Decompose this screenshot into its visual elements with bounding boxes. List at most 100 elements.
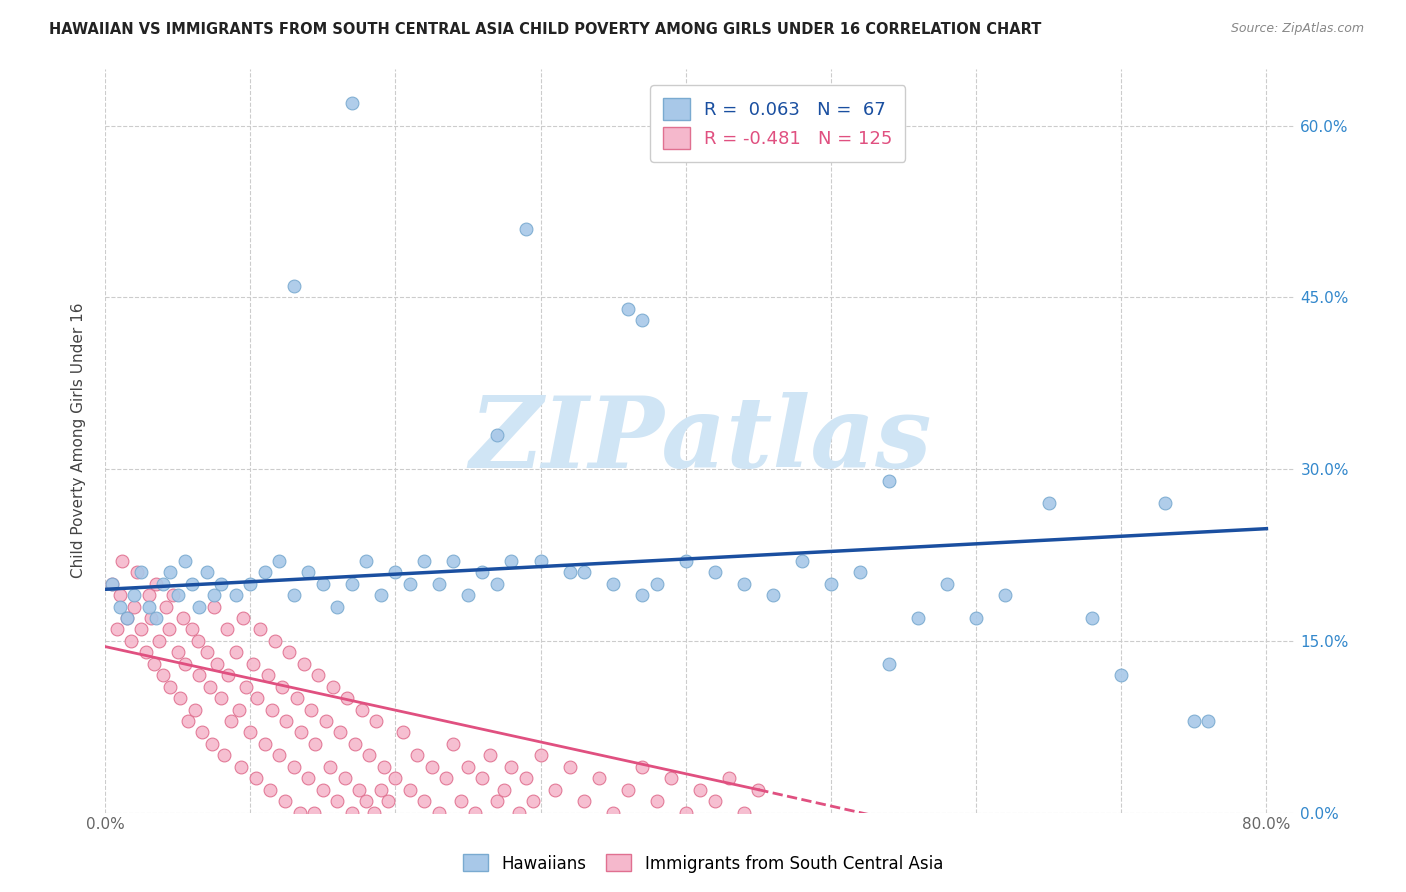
Point	[427, 576, 450, 591]
Point	[363, 805, 385, 820]
Point	[441, 737, 464, 751]
Point	[340, 576, 363, 591]
Point	[329, 725, 352, 739]
Point	[616, 301, 638, 316]
Point	[747, 782, 769, 797]
Point	[399, 782, 422, 797]
Point	[312, 576, 335, 591]
Point	[485, 427, 508, 442]
Point	[631, 313, 654, 327]
Point	[326, 794, 349, 808]
Point	[166, 645, 188, 659]
Point	[602, 576, 624, 591]
Point	[877, 474, 900, 488]
Point	[181, 576, 204, 591]
Point	[188, 599, 211, 614]
Point	[299, 702, 322, 716]
Point	[245, 771, 267, 785]
Legend: R =  0.063   N =  67, R = -0.481   N = 125: R = 0.063 N = 67, R = -0.481 N = 125	[651, 85, 905, 161]
Point	[501, 760, 523, 774]
Point	[202, 588, 225, 602]
Point	[907, 611, 929, 625]
Point	[302, 805, 325, 820]
Point	[122, 588, 145, 602]
Point	[212, 748, 235, 763]
Point	[471, 565, 494, 579]
Point	[249, 623, 271, 637]
Point	[319, 760, 342, 774]
Point	[152, 576, 174, 591]
Point	[322, 680, 344, 694]
Point	[135, 645, 157, 659]
Point	[239, 725, 262, 739]
Point	[347, 782, 370, 797]
Point	[256, 668, 278, 682]
Point	[370, 782, 392, 797]
Point	[733, 805, 755, 820]
Point	[209, 576, 232, 591]
Point	[675, 805, 697, 820]
Point	[276, 714, 298, 728]
Point	[195, 645, 218, 659]
Point	[157, 623, 180, 637]
Point	[529, 554, 551, 568]
Point	[689, 782, 711, 797]
Point	[177, 714, 200, 728]
Point	[297, 771, 319, 785]
Point	[1109, 668, 1132, 682]
Point	[441, 554, 464, 568]
Point	[129, 565, 152, 579]
Point	[271, 680, 294, 694]
Point	[120, 633, 142, 648]
Point	[733, 576, 755, 591]
Point	[450, 794, 472, 808]
Point	[198, 680, 221, 694]
Point	[231, 760, 253, 774]
Point	[173, 657, 195, 671]
Point	[877, 657, 900, 671]
Point	[111, 554, 134, 568]
Point	[1038, 496, 1060, 510]
Point	[336, 691, 359, 706]
Point	[217, 668, 239, 682]
Point	[588, 771, 610, 785]
Point	[269, 748, 291, 763]
Point	[108, 588, 131, 602]
Point	[544, 782, 567, 797]
Point	[283, 760, 305, 774]
Point	[529, 748, 551, 763]
Point	[315, 714, 337, 728]
Point	[285, 691, 308, 706]
Point	[377, 794, 399, 808]
Point	[166, 588, 188, 602]
Point	[188, 668, 211, 682]
Point	[522, 794, 544, 808]
Point	[115, 611, 138, 625]
Point	[274, 794, 297, 808]
Point	[145, 611, 167, 625]
Point	[356, 794, 378, 808]
Point	[215, 623, 238, 637]
Point	[340, 95, 363, 110]
Y-axis label: Child Poverty Among Girls Under 16: Child Poverty Among Girls Under 16	[72, 302, 86, 578]
Text: ZIPatlas: ZIPatlas	[470, 392, 931, 489]
Point	[820, 576, 842, 591]
Point	[283, 588, 305, 602]
Point	[304, 737, 326, 751]
Point	[232, 611, 254, 625]
Point	[312, 782, 335, 797]
Point	[326, 599, 349, 614]
Point	[278, 645, 301, 659]
Point	[373, 760, 395, 774]
Text: HAWAIIAN VS IMMIGRANTS FROM SOUTH CENTRAL ASIA CHILD POVERTY AMONG GIRLS UNDER 1: HAWAIIAN VS IMMIGRANTS FROM SOUTH CENTRA…	[49, 22, 1042, 37]
Point	[253, 737, 276, 751]
Point	[260, 702, 283, 716]
Point	[965, 611, 987, 625]
Point	[464, 805, 486, 820]
Point	[1081, 611, 1104, 625]
Point	[457, 588, 479, 602]
Point	[225, 645, 247, 659]
Point	[994, 588, 1017, 602]
Point	[162, 588, 184, 602]
Point	[297, 565, 319, 579]
